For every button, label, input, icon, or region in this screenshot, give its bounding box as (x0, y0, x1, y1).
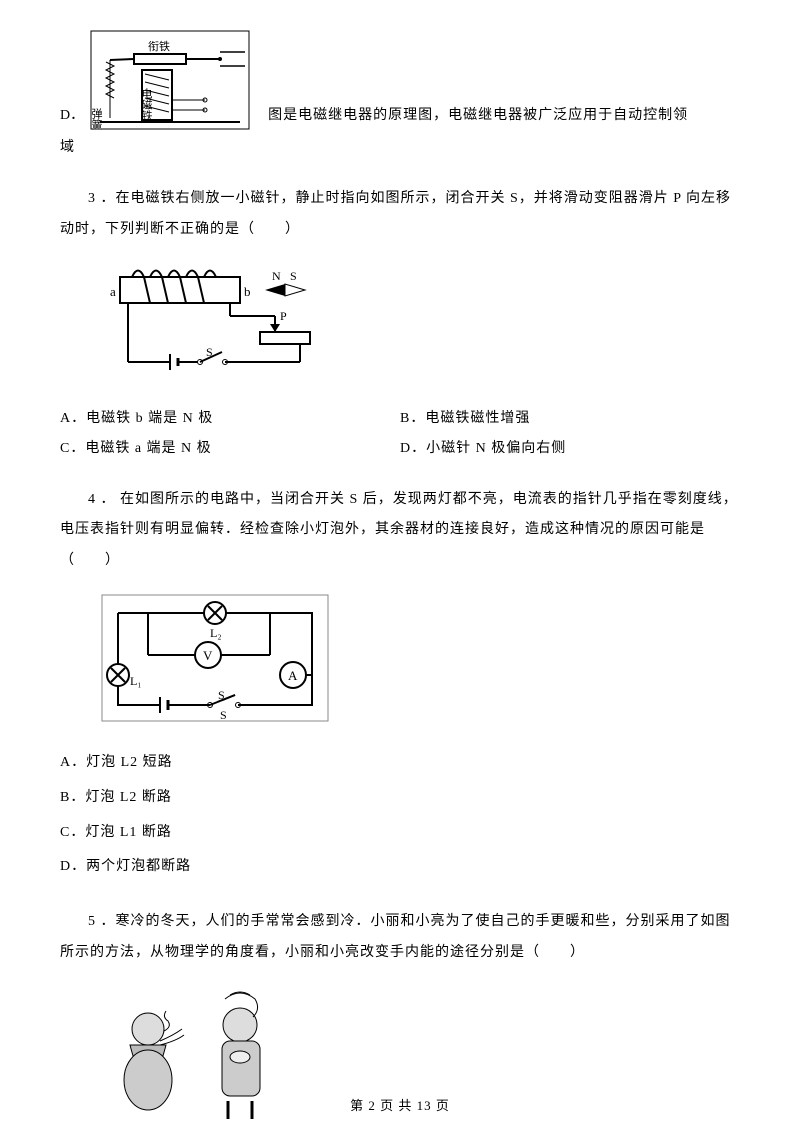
q5-text: 5 ．寒冷的冬天，人们的手常常会感到冷．小丽和小亮为了使自己的手更暖和些，分别采… (60, 907, 740, 969)
q4-option-a: A．灯泡 L2 短路 (60, 748, 740, 779)
q3-row-ab: A．电磁铁 b 端是 N 极 B．电磁铁磁性增强 (60, 407, 740, 427)
q3-option-c: C．电磁铁 a 端是 N 极 (60, 437, 400, 457)
page-footer: 第 2 页 共 13 页 (0, 1095, 800, 1114)
svg-text:a: a (110, 284, 116, 299)
q3-option-a: A．电磁铁 b 端是 N 极 (60, 407, 400, 427)
q4-option-d: D．两个灯泡都断路 (60, 852, 740, 883)
svg-text:L₁: L₁ (130, 674, 142, 688)
q4-option-c: C．灯泡 L1 断路 (60, 818, 740, 849)
footer-p3: 页 (432, 1098, 450, 1113)
q3-option-d: D．小磁针 N 极偏向右侧 (400, 437, 740, 457)
svg-text:b: b (244, 284, 251, 299)
q4-option-b: B．灯泡 L2 断路 (60, 783, 740, 814)
svg-text:V: V (203, 648, 213, 663)
svg-text:衔铁: 衔铁 (148, 40, 170, 53)
q4-text: 4 ． 在如图所示的电路中，当闭合开关 S 后，发现两灯都不亮，电流表的指针几乎… (60, 485, 740, 577)
footer-p2: 页 共 (376, 1098, 417, 1113)
svg-text:L₂: L₂ (210, 626, 222, 640)
option-d-text: 图是电磁继电器的原理图，电磁继电器被广泛应用于自动控制领 (268, 104, 688, 124)
q3-text: 3 ．在电磁铁右侧放一小磁针，静止时指向如图所示，闭合开关 S，并将滑动变阻器滑… (60, 184, 740, 246)
q3-row-cd: C．电磁铁 a 端是 N 极 D．小磁针 N 极偏向右侧 (60, 437, 740, 457)
q3-option-b: B．电磁铁磁性增强 (400, 407, 740, 427)
option-d-text-below: 域 (60, 136, 740, 156)
svg-text:弹簧: 弹簧 (90, 107, 103, 130)
svg-text:S: S (206, 345, 213, 359)
svg-text:电磁铁: 电磁铁 (140, 88, 153, 121)
svg-text:S: S (220, 708, 227, 722)
svg-text:S: S (290, 269, 297, 283)
option-d-prefix: D． (60, 104, 84, 124)
footer-total: 13 (417, 1098, 432, 1113)
q3-figure: a b N S S P (100, 262, 740, 387)
svg-text:A: A (288, 668, 298, 683)
footer-p1: 第 (350, 1098, 368, 1113)
q4-figure: L₂ V L₁ A S S (100, 593, 740, 728)
footer-current: 2 (368, 1098, 376, 1113)
svg-text:P: P (280, 309, 287, 323)
relay-diagram: 衔铁 电磁铁 弹簧 (90, 30, 250, 130)
option-d-row: D． 衔铁 电磁铁 弹簧 (60, 30, 740, 130)
svg-text:N: N (272, 269, 281, 283)
